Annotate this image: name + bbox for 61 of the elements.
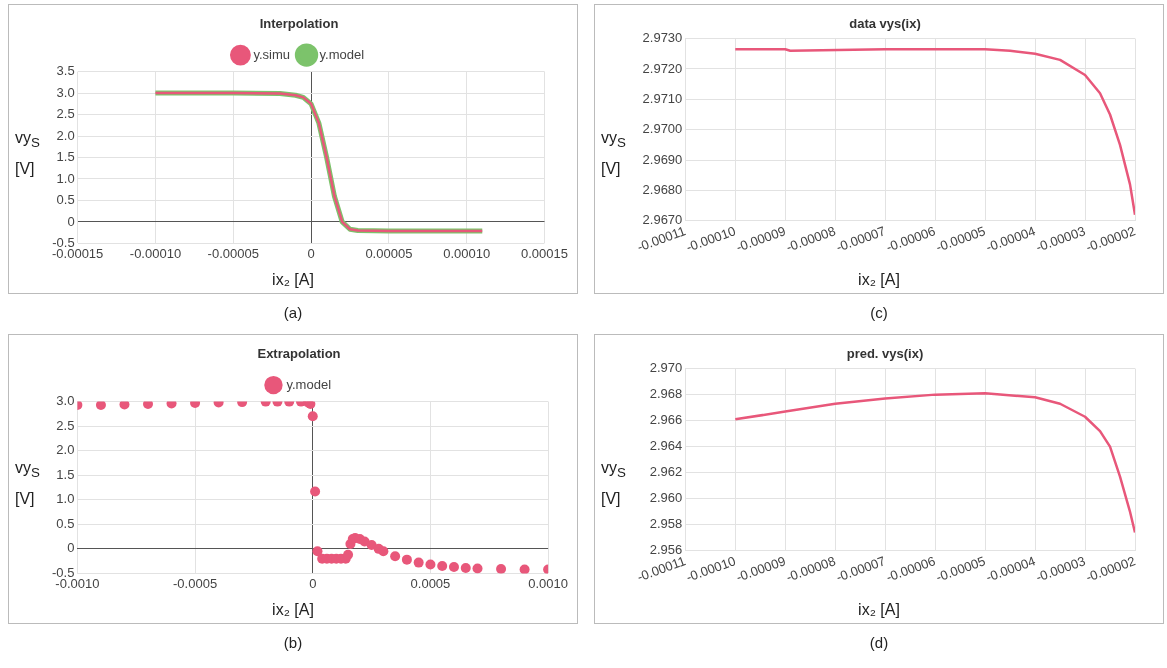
y-tick-label: 2.5: [56, 106, 75, 122]
x-tick-label: -0.0005: [173, 575, 218, 591]
x-tick-label: 0.00005: [365, 245, 413, 261]
y-tick-label: 2.960: [649, 490, 683, 506]
y-tick-label: 2.9680: [642, 182, 683, 197]
x-tick-label: 0: [309, 575, 317, 591]
y-tick-label: 2.966: [649, 412, 683, 428]
y-tick-label: 2.5: [56, 417, 75, 433]
y-tick-label: 2.9710: [642, 90, 683, 106]
text: (b): [283, 634, 303, 651]
text: (c): [870, 304, 888, 321]
y-tick-label: 2.964: [649, 438, 683, 454]
y-tick-label: 1.0: [56, 170, 75, 186]
x-axis-title: ix₂ [A]: [271, 601, 315, 619]
text: (a): [283, 304, 303, 321]
x-tick-label: 0.00015: [521, 245, 568, 261]
y-tick-label: 3.0: [56, 393, 75, 409]
x-tick-label: 0.0005: [410, 575, 451, 591]
y-tick-label: -0.5: [52, 234, 75, 250]
y-tick-label: -0.5: [51, 564, 75, 580]
x-tick-label: 0.00010: [443, 245, 491, 261]
x-axis-title: ix₂ [A]: [271, 271, 315, 289]
y-tick-label: 0: [67, 213, 75, 229]
y-tick-label: 2.9730: [642, 30, 683, 46]
y-tick-label: 2.0: [56, 442, 75, 458]
x-tick-label: 0.0010: [528, 575, 568, 591]
chart-title: data vys(ix): [849, 16, 921, 32]
legend-label: y.simu: [253, 46, 291, 62]
x-tick-label: 0: [307, 245, 315, 261]
y-tick-label: 2.958: [649, 516, 683, 532]
y-tick-label: 2.0: [56, 127, 75, 143]
y-tick-label: 2.956: [649, 542, 683, 558]
y-axis-title: vy$_{S}$ [V]: [601, 458, 627, 510]
y-tick-label: 0.5: [56, 515, 75, 531]
y-tick-label: 1.5: [56, 149, 75, 165]
x-axis-title: ix₂ [A]: [857, 601, 901, 619]
y-tick-label: 3.5: [56, 63, 75, 79]
y-tick-label: 1.0: [56, 491, 75, 507]
y-tick-label: 2.970: [649, 360, 683, 376]
x-axis-title: ix₂ [A]: [857, 271, 901, 289]
chart-title: Extrapolation: [257, 346, 341, 362]
text: (d): [869, 634, 889, 651]
y-axis-title: vy$_{S}$ [V]: [15, 458, 41, 510]
x-tick-label: -0.00010: [129, 245, 182, 261]
y-tick-label: 2.968: [649, 386, 683, 402]
y-axis-title: vy$_{S}$ [V]: [15, 128, 41, 180]
y-tick-label: 1.5: [56, 466, 75, 482]
y-tick-label: 2.9720: [642, 60, 683, 76]
y-tick-label: 0.5: [56, 192, 75, 208]
y-tick-label: 3.0: [56, 84, 75, 100]
y-tick-label: 2.9670: [642, 212, 683, 228]
y-tick-label: 2.9700: [642, 121, 683, 137]
y-tick-label: 0: [67, 540, 75, 556]
chart-title: Interpolation: [259, 16, 339, 32]
y-tick-label: 2.9690: [642, 151, 683, 167]
chart-title: pred. vys(ix): [846, 346, 924, 362]
legend-label: y.model: [286, 376, 332, 392]
y-tick-label: 2.962: [649, 464, 683, 480]
x-tick-label: -0.00005: [207, 245, 259, 261]
y-axis-title: vy$_{S}$ [V]: [601, 128, 627, 180]
legend-label: y.model: [319, 46, 365, 62]
